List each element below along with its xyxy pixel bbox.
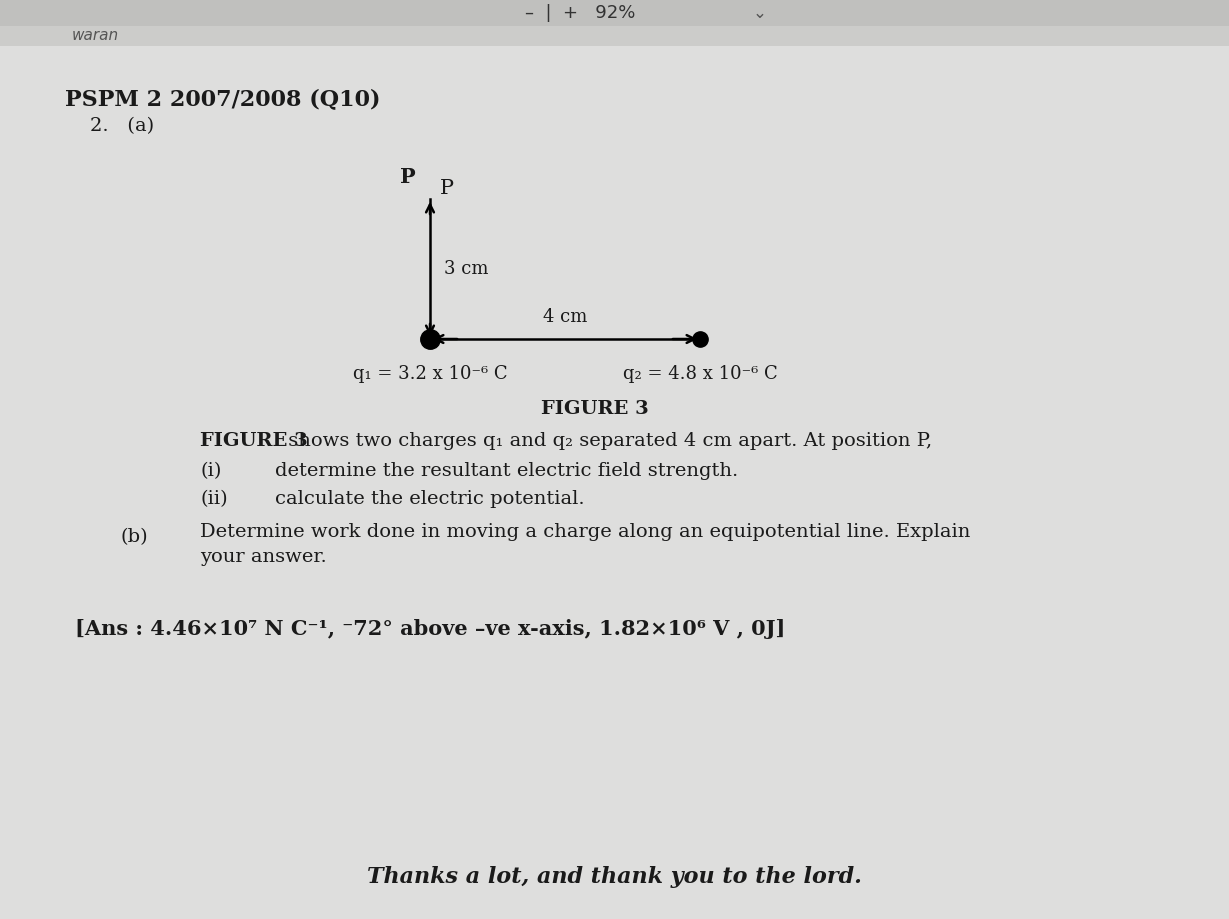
Text: 4 cm: 4 cm: [543, 308, 587, 326]
Text: determine the resultant electric field strength.: determine the resultant electric field s…: [275, 462, 739, 480]
Text: 3 cm: 3 cm: [444, 260, 488, 278]
Text: (ii): (ii): [200, 490, 227, 508]
Text: your answer.: your answer.: [200, 548, 327, 566]
Text: Determine work done in moving a charge along an equipotential line. Explain: Determine work done in moving a charge a…: [200, 523, 971, 541]
Text: [Ans : 4.46×10⁷ N C⁻¹, ⁻72° above –ve x-axis, 1.82×10⁶ V , 0J]: [Ans : 4.46×10⁷ N C⁻¹, ⁻72° above –ve x-…: [75, 619, 785, 639]
Text: waran: waran: [73, 28, 119, 43]
Text: PSPM 2 2007/2008 (Q10): PSPM 2 2007/2008 (Q10): [65, 88, 381, 110]
Text: ⌄: ⌄: [753, 4, 767, 22]
Text: q₂ = 4.8 x 10⁻⁶ C: q₂ = 4.8 x 10⁻⁶ C: [623, 365, 778, 383]
Text: q₁ = 3.2 x 10⁻⁶ C: q₁ = 3.2 x 10⁻⁶ C: [353, 365, 508, 383]
Text: –  |  +   92%: – | + 92%: [525, 4, 635, 22]
Text: P: P: [440, 179, 454, 199]
FancyBboxPatch shape: [0, 0, 1229, 26]
FancyBboxPatch shape: [0, 46, 1229, 919]
Text: calculate the electric potential.: calculate the electric potential.: [275, 490, 585, 508]
Text: (b): (b): [120, 528, 147, 546]
Text: shows two charges q₁ and q₂ separated 4 cm apart. At position P,: shows two charges q₁ and q₂ separated 4 …: [281, 432, 932, 450]
Text: (i): (i): [200, 462, 221, 480]
Text: 2.   (a): 2. (a): [90, 117, 154, 135]
Text: P: P: [401, 167, 415, 187]
Text: Thanks a lot, and thank you to the lord.: Thanks a lot, and thank you to the lord.: [366, 866, 862, 888]
Text: FIGURE 3: FIGURE 3: [541, 400, 649, 418]
Text: FIGURE 3: FIGURE 3: [200, 432, 307, 450]
FancyBboxPatch shape: [0, 26, 1229, 46]
